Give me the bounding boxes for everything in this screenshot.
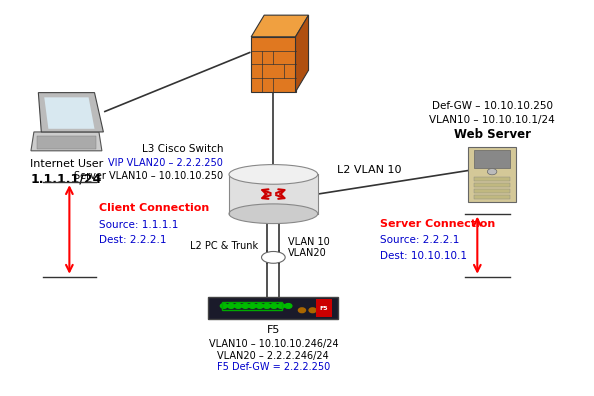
Bar [37,136,96,149]
Text: F5: F5 [267,325,280,335]
Text: VLAN 10: VLAN 10 [288,237,330,247]
Text: Dest: 2.2.2.1: Dest: 2.2.2.1 [99,236,166,246]
Circle shape [277,304,285,308]
Text: Def-GW – 10.10.10.250: Def-GW – 10.10.10.250 [432,101,552,112]
Circle shape [487,169,497,175]
Text: Web Server: Web Server [454,128,530,141]
Circle shape [220,304,228,308]
Text: Source: 2.2.2.1: Source: 2.2.2.1 [380,236,459,246]
Circle shape [249,304,256,308]
Text: 1.1.1.1/24: 1.1.1.1/24 [31,172,102,185]
Text: F5: F5 [320,306,328,310]
Text: L2 VLAN 10: L2 VLAN 10 [337,166,402,175]
Text: Internet User: Internet User [30,159,103,169]
Bar [469,147,516,202]
Circle shape [270,304,277,308]
Text: Dest: 10.10.10.1: Dest: 10.10.10.1 [380,251,467,261]
Polygon shape [296,15,308,92]
Text: VLAN20: VLAN20 [288,248,327,259]
Polygon shape [44,97,94,129]
Circle shape [298,308,305,312]
Circle shape [256,304,263,308]
Bar [229,174,318,214]
Bar [316,299,332,317]
Polygon shape [251,15,308,37]
Ellipse shape [261,251,285,263]
Text: L2 PC & Trunk: L2 PC & Trunk [191,241,258,251]
Polygon shape [39,93,103,132]
Polygon shape [251,37,296,92]
Ellipse shape [229,204,318,224]
Circle shape [285,304,292,308]
Bar [222,302,282,310]
Circle shape [263,304,270,308]
Circle shape [242,304,249,308]
Text: Client Connection: Client Connection [99,203,209,213]
Text: VIP VLAN20 – 2.2.2.250: VIP VLAN20 – 2.2.2.250 [108,158,223,168]
Circle shape [228,304,235,308]
Text: Source: 1.1.1.1: Source: 1.1.1.1 [99,220,178,230]
Circle shape [235,304,242,308]
Text: VLAN20 – 2.2.2.246/24: VLAN20 – 2.2.2.246/24 [217,350,329,361]
Bar [474,195,510,199]
Polygon shape [31,132,102,151]
Ellipse shape [229,165,318,184]
Text: Server Connection: Server Connection [380,219,495,228]
Text: VLAN10 – 10.10.10.1/24: VLAN10 – 10.10.10.1/24 [429,115,555,125]
Text: L3 Cisco Switch: L3 Cisco Switch [141,144,223,154]
Bar [474,189,510,193]
Bar [474,183,510,187]
Circle shape [309,308,316,312]
Text: F5 Def-GW = 2.2.2.250: F5 Def-GW = 2.2.2.250 [217,362,330,372]
Text: VLAN10 – 10.10.10.246/24: VLAN10 – 10.10.10.246/24 [208,339,338,349]
Text: Server VLAN10 – 10.10.10.250: Server VLAN10 – 10.10.10.250 [74,171,223,181]
Bar [474,150,510,168]
Bar [208,297,339,319]
Bar [474,177,510,181]
